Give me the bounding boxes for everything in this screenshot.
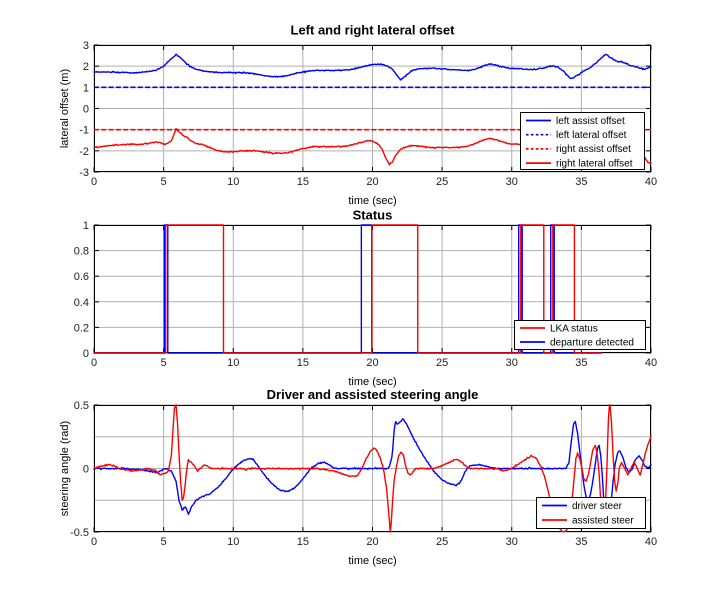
svg-text:25: 25 <box>436 176 448 188</box>
svg-text:0: 0 <box>91 536 97 548</box>
svg-text:driver steer: driver steer <box>572 501 623 512</box>
svg-text:Left and right lateral offset: Left and right lateral offset <box>291 23 456 38</box>
svg-text:25: 25 <box>436 357 448 369</box>
svg-text:15: 15 <box>297 176 309 188</box>
svg-text:30: 30 <box>506 536 518 548</box>
svg-text:15: 15 <box>297 536 309 548</box>
svg-text:35: 35 <box>575 357 587 369</box>
svg-text:1: 1 <box>83 220 89 232</box>
svg-text:0: 0 <box>91 176 97 188</box>
svg-text:time (sec): time (sec) <box>348 195 396 207</box>
svg-text:left assist offset: left assist offset <box>556 116 625 127</box>
svg-text:Status: Status <box>353 208 393 223</box>
svg-text:Driver and assisted steering a: Driver and assisted steering angle <box>267 387 479 402</box>
svg-text:35: 35 <box>575 536 587 548</box>
svg-text:0: 0 <box>91 357 97 369</box>
svg-text:10: 10 <box>227 357 239 369</box>
svg-text:40: 40 <box>645 536 657 548</box>
svg-text:10: 10 <box>227 536 239 548</box>
svg-text:20: 20 <box>366 357 378 369</box>
svg-text:departure detected: departure detected <box>550 337 634 348</box>
svg-text:5: 5 <box>161 357 167 369</box>
svg-text:LKA status: LKA status <box>550 323 598 334</box>
svg-text:0: 0 <box>83 348 89 360</box>
svg-text:5: 5 <box>161 176 167 188</box>
svg-text:25: 25 <box>436 536 448 548</box>
svg-text:40: 40 <box>645 357 657 369</box>
svg-text:0: 0 <box>83 464 89 476</box>
svg-text:left lateral offset: left lateral offset <box>556 130 627 141</box>
svg-text:30: 30 <box>506 176 518 188</box>
svg-text:3: 3 <box>83 40 89 52</box>
svg-text:right assist offset: right assist offset <box>556 144 631 155</box>
svg-text:time (sec): time (sec) <box>348 555 396 567</box>
svg-text:steering angle (rad): steering angle (rad) <box>59 421 71 516</box>
svg-text:40: 40 <box>645 176 657 188</box>
svg-text:15: 15 <box>297 357 309 369</box>
svg-text:5: 5 <box>161 536 167 548</box>
svg-text:30: 30 <box>506 357 518 369</box>
svg-text:0.4: 0.4 <box>74 297 89 309</box>
svg-text:10: 10 <box>227 176 239 188</box>
svg-text:lateral offset (m): lateral offset (m) <box>59 69 71 148</box>
svg-text:-1: -1 <box>79 125 89 137</box>
svg-text:assisted steer: assisted steer <box>572 515 634 526</box>
svg-text:0.5: 0.5 <box>74 400 89 412</box>
svg-text:20: 20 <box>366 536 378 548</box>
svg-text:2: 2 <box>83 61 89 73</box>
svg-text:-0.5: -0.5 <box>70 527 89 539</box>
svg-text:0.8: 0.8 <box>74 246 89 258</box>
svg-text:-3: -3 <box>79 167 89 179</box>
svg-text:0: 0 <box>83 104 89 116</box>
svg-text:right lateral offset: right lateral offset <box>556 158 633 169</box>
svg-text:-2: -2 <box>79 146 89 158</box>
svg-text:0.2: 0.2 <box>74 322 89 334</box>
svg-text:20: 20 <box>366 176 378 188</box>
svg-text:0.6: 0.6 <box>74 271 89 283</box>
svg-text:35: 35 <box>575 176 587 188</box>
svg-text:1: 1 <box>83 82 89 94</box>
